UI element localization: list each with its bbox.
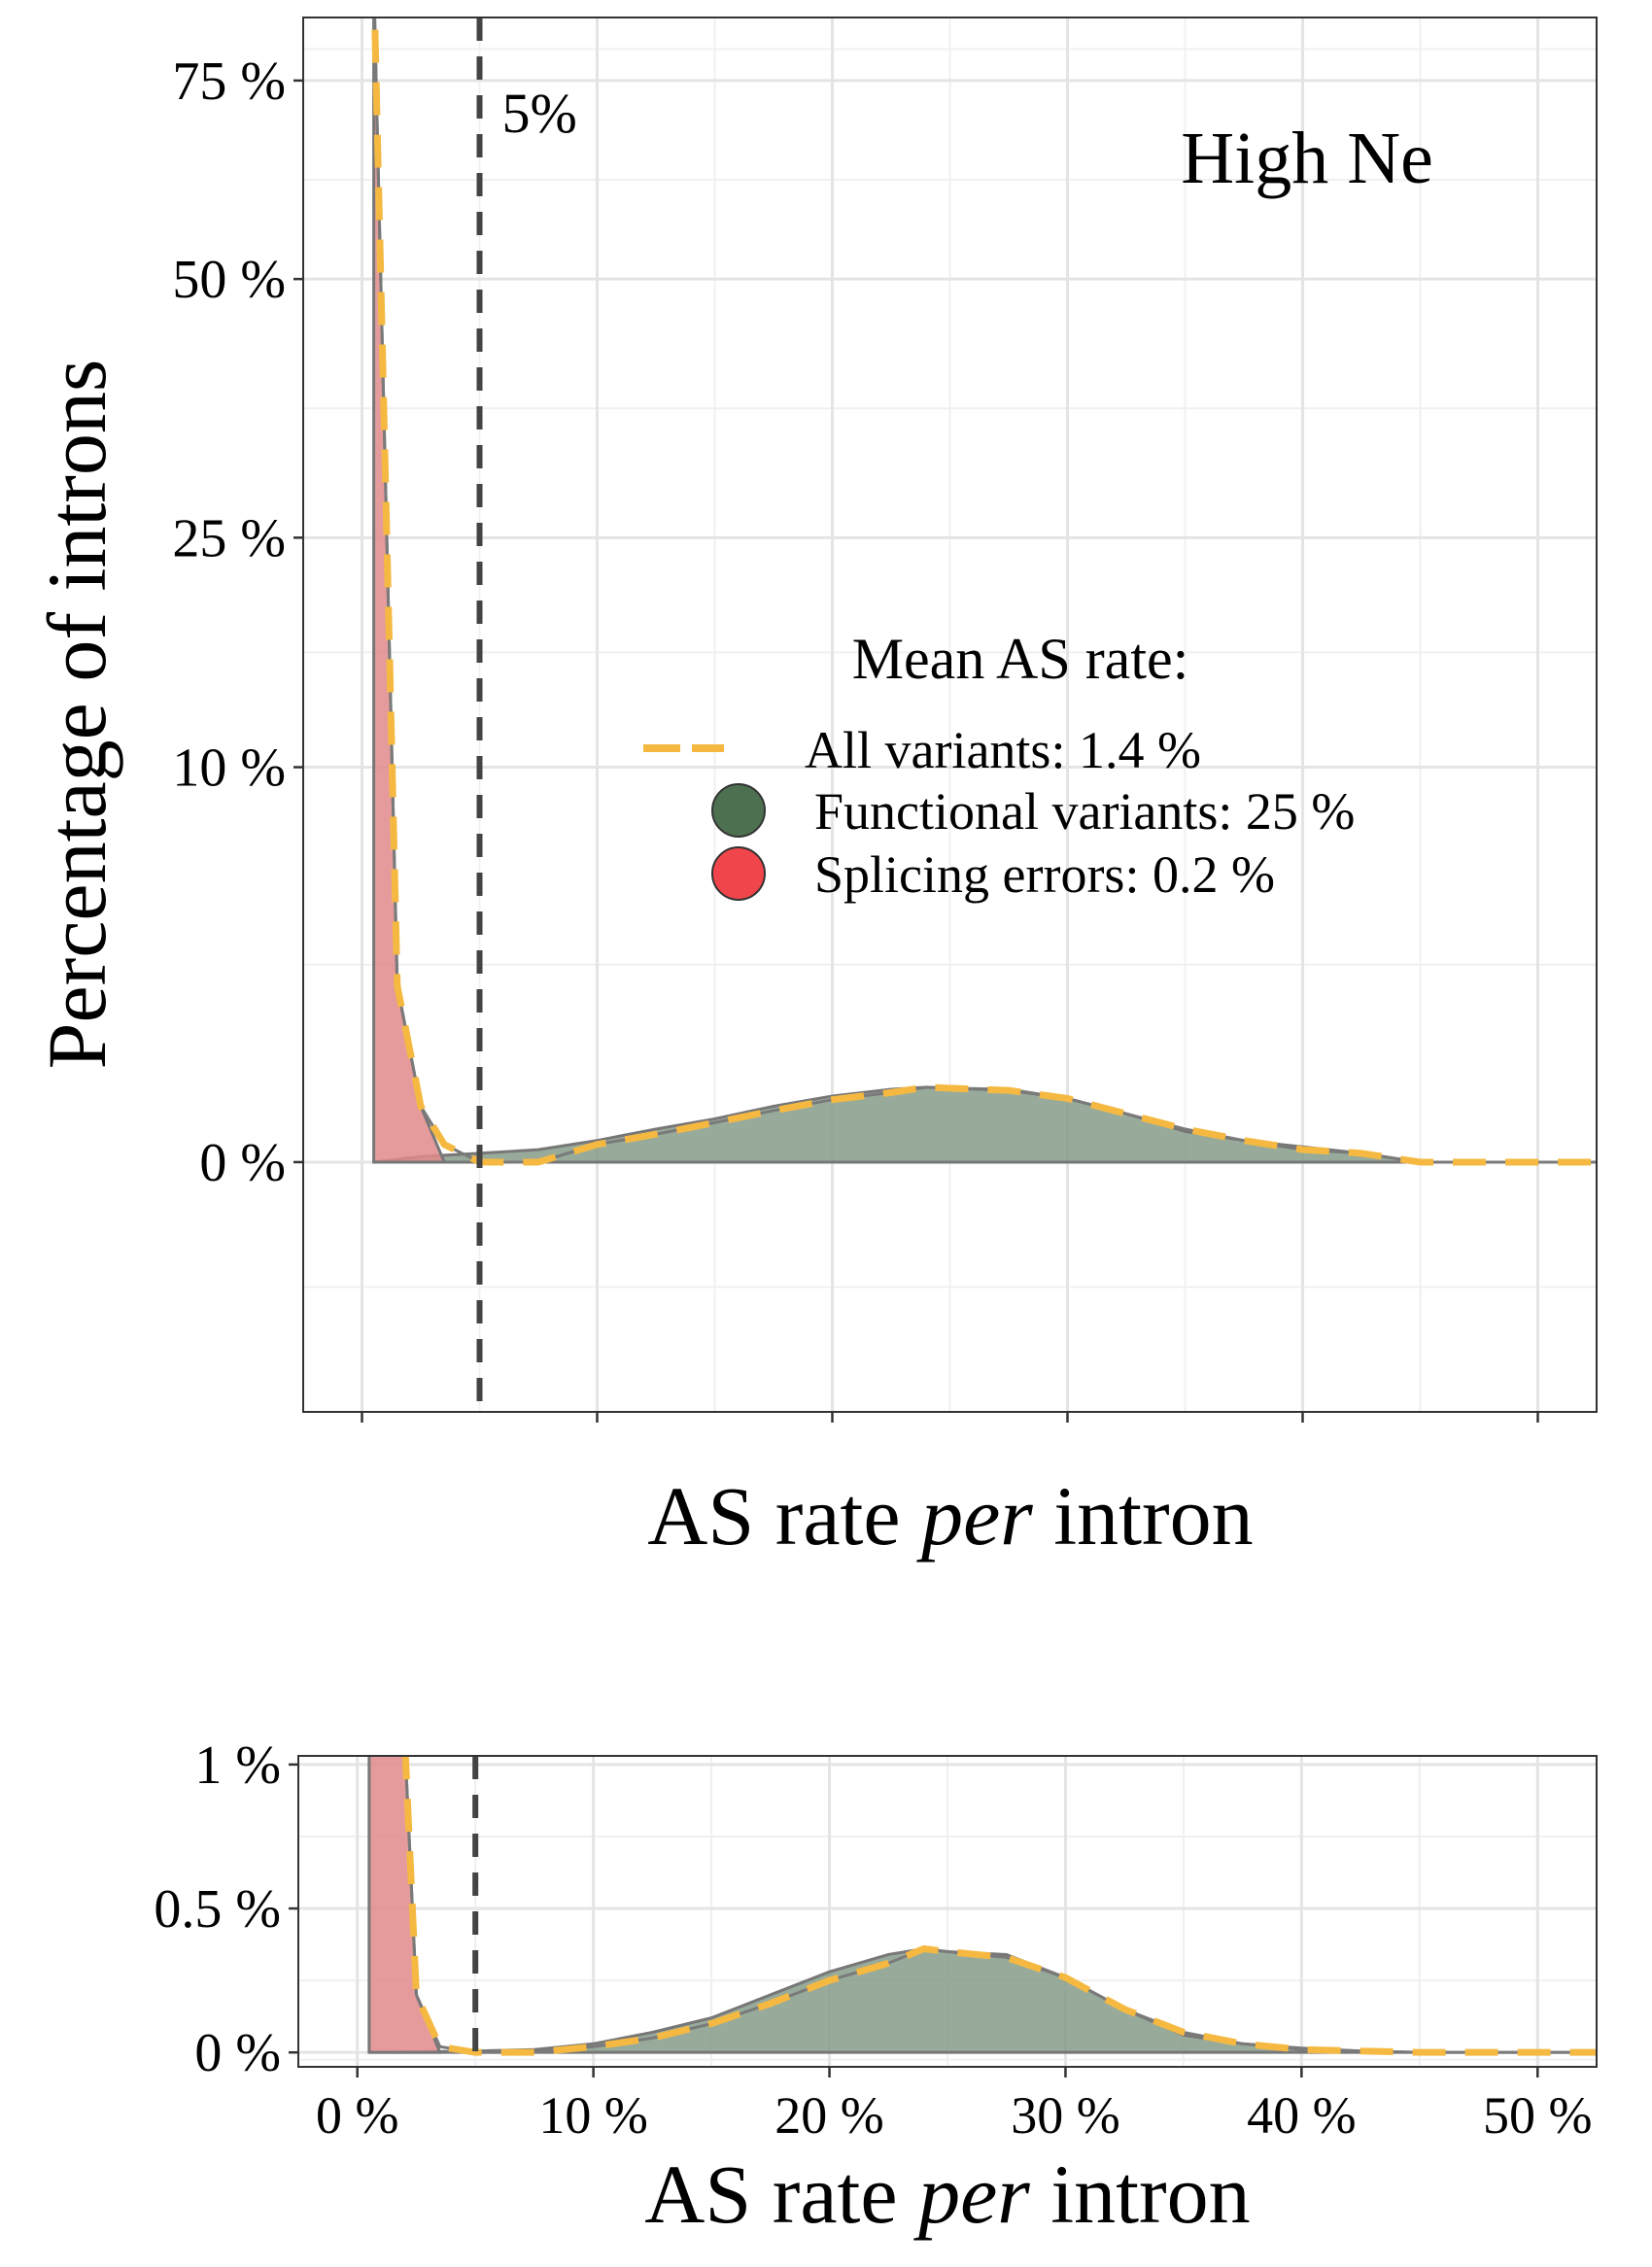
threshold-label: 5% [502,82,577,145]
zoom-data [367,1756,1597,2056]
main-x-axis-title: AS rate per intron [647,1469,1253,1563]
legend-label-all-variants: All variants: 1.4 % [805,721,1201,779]
zoom-all-variants-line [401,1756,1597,2056]
main-x-axis-title-part: intron [1033,1469,1254,1563]
zoom-x-tick-label: 30 % [1011,2086,1119,2145]
zoom-panel: 0 % 0.5 % 1 % 0 % 10 % 20 % 30 % 40 % 50 % AS rat… [154,1735,1598,2241]
main-y-tick-label: 10 % [172,738,286,799]
panel-annotation: High Ne [1181,118,1433,199]
zoom-x-axis-title-part: AS rate [644,2147,918,2241]
main-panel: 0 % 10 % 25 % 50 % 75 % High Ne 5% Percentage o… [30,17,1598,1563]
legend-label-splicing-errors: Splicing errors: 0.2 % [814,845,1275,904]
legend: Mean AS rate: All variants: 1.4 %Function… [643,627,1355,904]
legend-key-splicing-errors [711,846,766,901]
zoom-x-axis-title-part: intron [1030,2147,1251,2241]
y-axis-title: Percentage of introns [30,360,123,1070]
main-y-tick-label: 75 % [172,52,286,112]
zoom-y-tick-label: 0 % [194,2023,281,2083]
legend-label-functional-variants: Functional variants: 25 % [814,782,1355,841]
zoom-all-variants-outline [403,1756,1597,2054]
zoom-x-tick-label: 10 % [538,2086,647,2145]
zoom-splicing-errors-area [367,1756,442,2054]
main-y-tick-label: 50 % [172,250,286,310]
legend-title: Mean AS rate: [852,627,1189,691]
legend-key-functional-variants [711,783,766,838]
main-panel-border [302,17,1598,1413]
main-functional-variants-area [373,1085,1597,1164]
zoom-x-tick-label: 40 % [1247,2086,1356,2145]
main-y-tick-label: 0 % [199,1133,286,1193]
zoom-x-tick-label: 0 % [316,2086,398,2145]
zoom-x-tick-label: 20 % [774,2086,883,2145]
zoom-y-tick-label: 1 % [194,1735,281,1796]
zoom-functional-variants-area [368,1947,1597,2054]
zoom-x-axis-title-italic: per [912,2147,1030,2241]
main-grid [303,17,1597,1412]
main-y-tick-label: 25 % [172,508,286,568]
zoom-x-tick-label: 50 % [1483,2086,1592,2145]
main-x-axis-title-italic: per [915,1469,1033,1563]
zoom-x-axis-title: AS rate per intron [644,2147,1250,2241]
main-splicing-errors-area [372,17,447,1164]
main-x-axis-title-part: AS rate [647,1469,921,1563]
zoom-panel-border [297,1755,1598,2068]
zoom-y-tick-label: 0.5 % [154,1879,281,1940]
